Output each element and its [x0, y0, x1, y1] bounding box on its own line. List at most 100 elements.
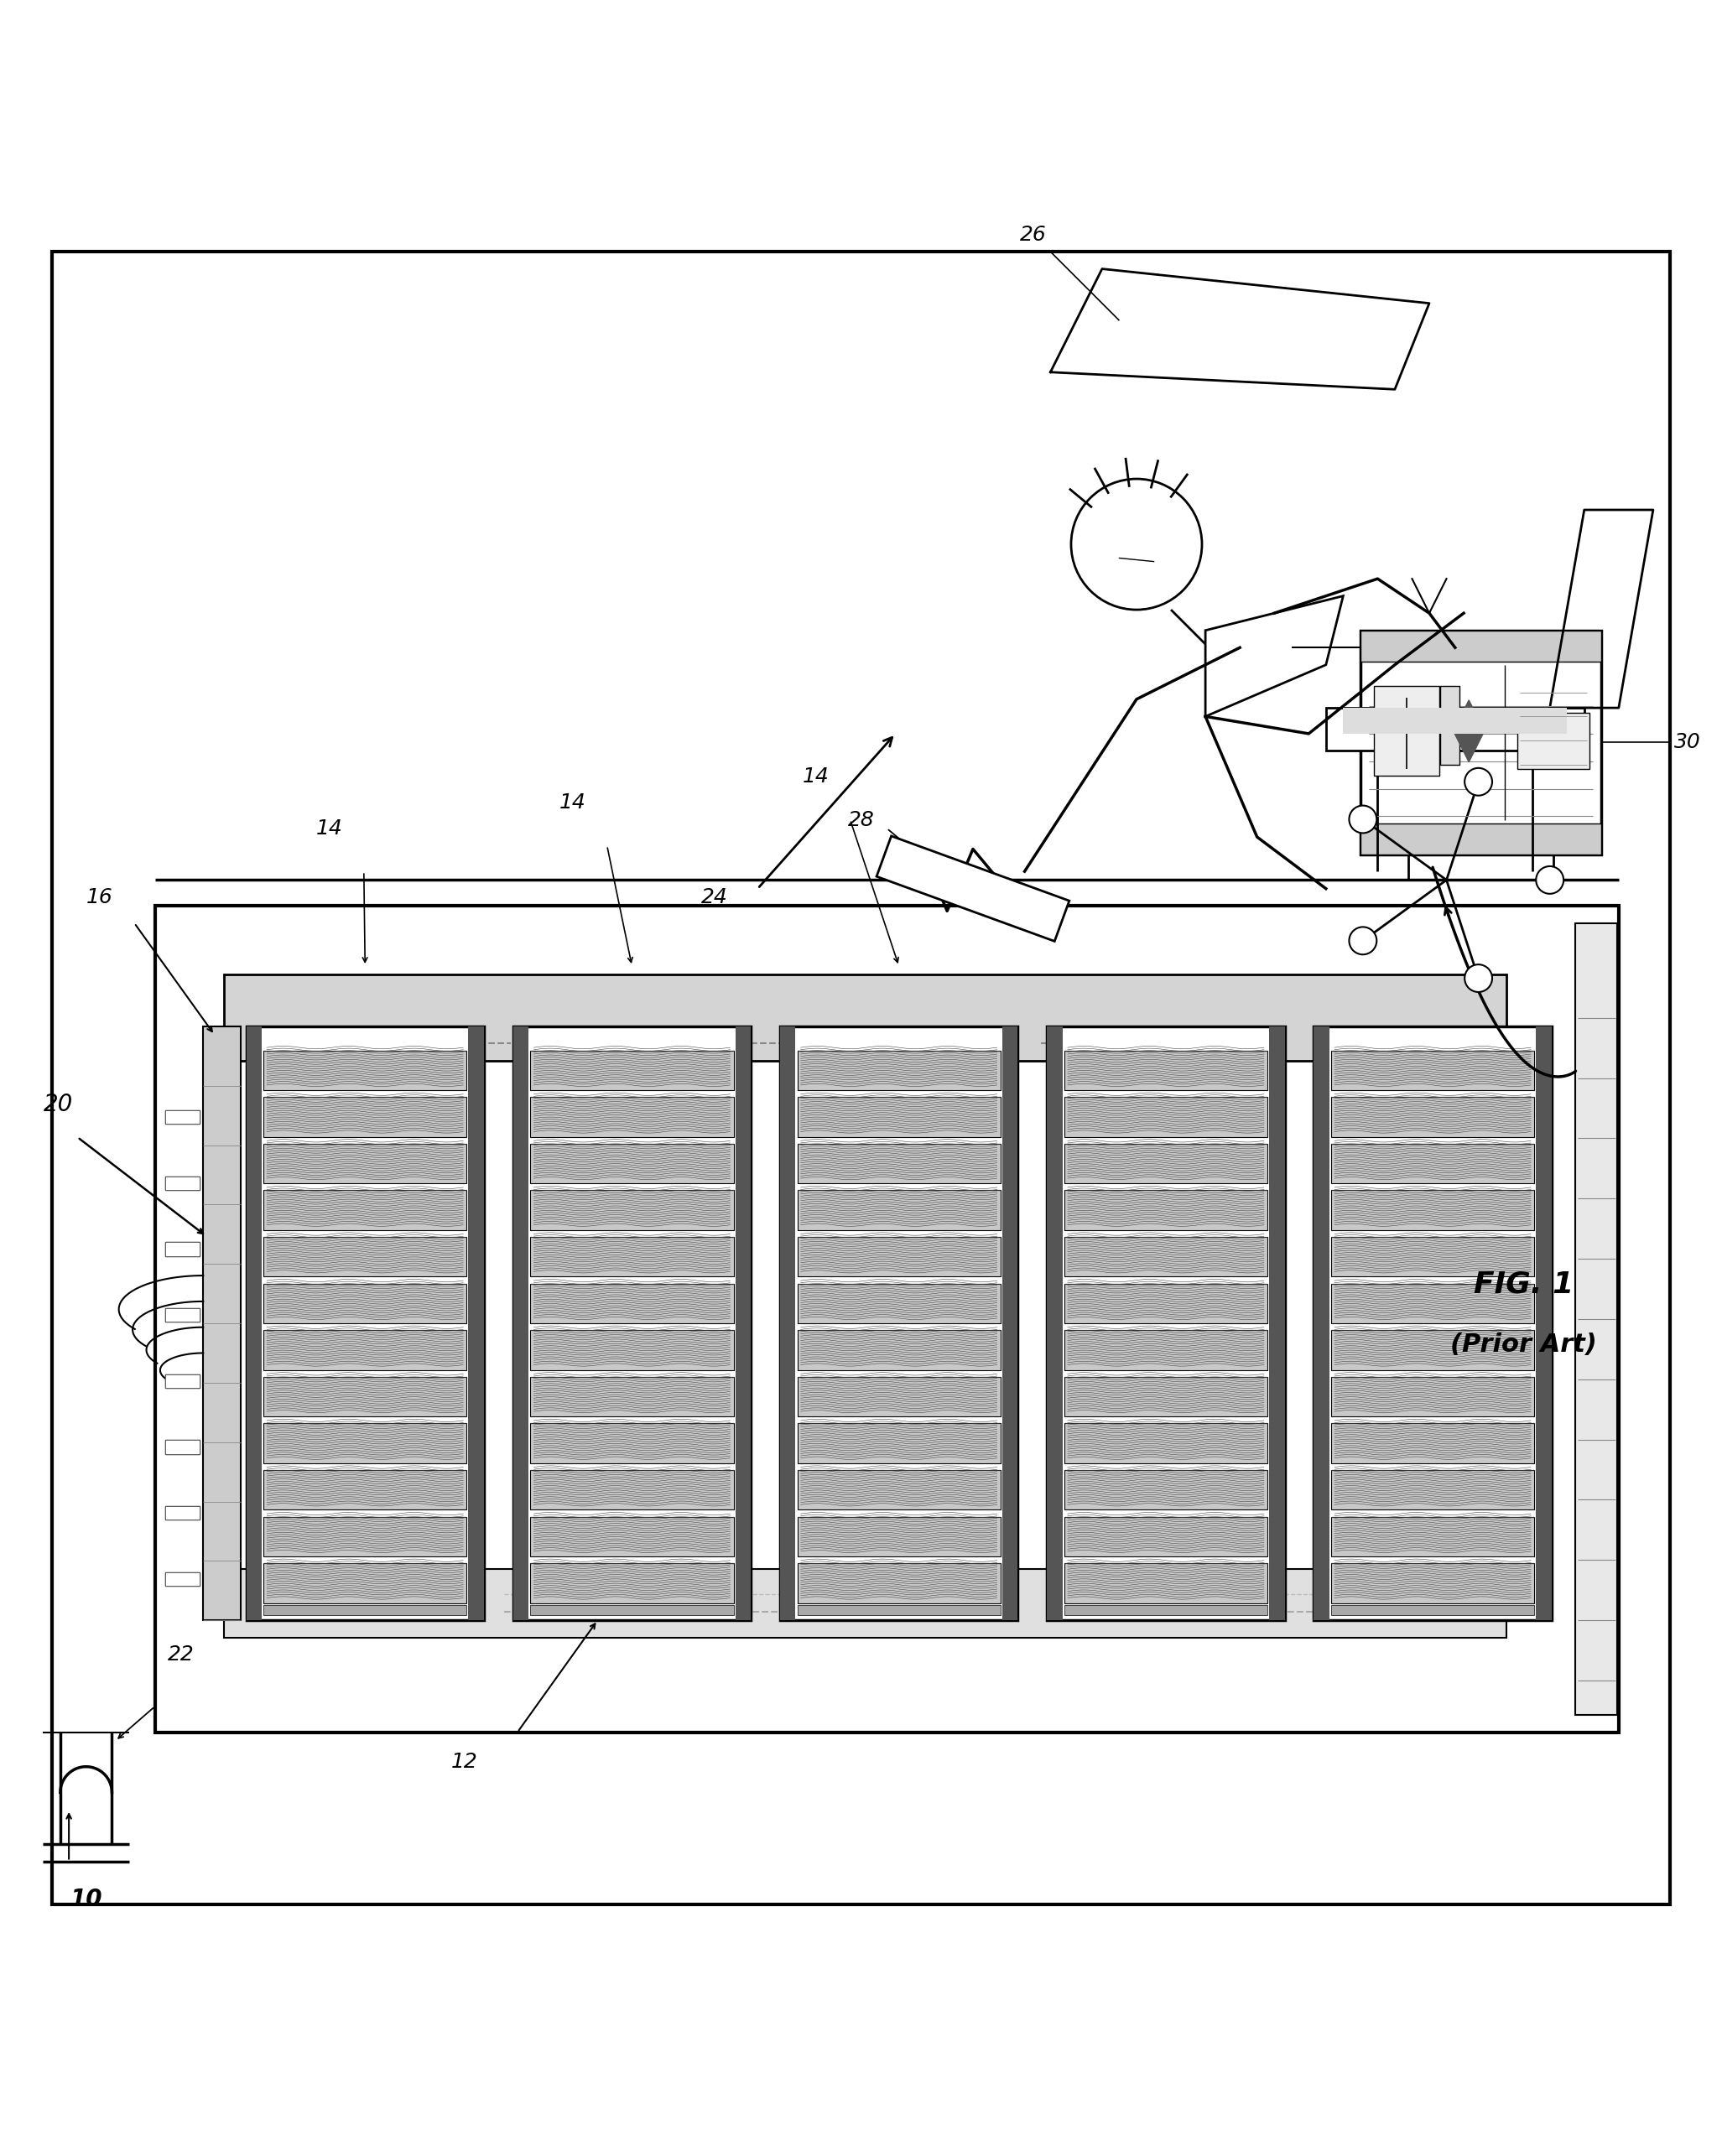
- Bar: [1331, 1097, 1534, 1136]
- Text: (Prior Art): (Prior Art): [1450, 1332, 1598, 1356]
- Bar: [1002, 1026, 1018, 1621]
- Bar: [530, 1563, 734, 1604]
- Bar: [263, 1190, 467, 1231]
- Bar: [1331, 1190, 1534, 1231]
- Bar: [263, 1050, 467, 1091]
- Bar: [797, 1050, 1000, 1091]
- Bar: [1331, 1378, 1534, 1416]
- Bar: [263, 1238, 467, 1276]
- Bar: [246, 1026, 484, 1621]
- Circle shape: [1465, 964, 1493, 992]
- Text: 14: 14: [802, 768, 828, 787]
- Bar: [1360, 824, 1601, 854]
- Bar: [1047, 1026, 1062, 1621]
- Bar: [530, 1470, 734, 1509]
- Bar: [165, 1572, 200, 1587]
- Bar: [165, 1507, 200, 1520]
- Bar: [165, 1309, 200, 1322]
- Bar: [203, 1026, 241, 1621]
- Text: 22: 22: [167, 1645, 195, 1664]
- Bar: [1064, 1423, 1267, 1464]
- Bar: [155, 906, 1619, 1731]
- Text: 30: 30: [1674, 733, 1701, 752]
- Bar: [797, 1097, 1000, 1136]
- Bar: [165, 1440, 200, 1453]
- Bar: [530, 1283, 734, 1324]
- Bar: [530, 1604, 734, 1615]
- Bar: [224, 975, 1507, 1061]
- Bar: [1331, 1563, 1534, 1604]
- Circle shape: [1465, 768, 1493, 796]
- Bar: [1064, 1378, 1267, 1416]
- Bar: [165, 1242, 200, 1257]
- Bar: [263, 1423, 467, 1464]
- Bar: [1331, 1330, 1534, 1369]
- Circle shape: [1348, 806, 1376, 832]
- Bar: [165, 1373, 200, 1388]
- Bar: [468, 1026, 484, 1621]
- Bar: [1326, 707, 1584, 750]
- Bar: [263, 1097, 467, 1136]
- Bar: [263, 1563, 467, 1604]
- Bar: [797, 1604, 1000, 1615]
- Bar: [513, 1026, 529, 1621]
- Bar: [1064, 1097, 1267, 1136]
- Polygon shape: [876, 837, 1069, 942]
- Bar: [1331, 1238, 1534, 1276]
- Bar: [1064, 1330, 1267, 1369]
- Bar: [530, 1097, 734, 1136]
- Bar: [530, 1143, 734, 1184]
- Bar: [1440, 686, 1459, 765]
- Bar: [797, 1516, 1000, 1557]
- Bar: [780, 1026, 1018, 1621]
- Bar: [1360, 630, 1601, 854]
- Text: 26: 26: [1019, 224, 1047, 244]
- Bar: [1343, 707, 1567, 733]
- Bar: [263, 1378, 467, 1416]
- Bar: [780, 1026, 796, 1621]
- Bar: [735, 1026, 751, 1621]
- Circle shape: [1071, 479, 1202, 610]
- Text: 28: 28: [847, 811, 875, 830]
- Bar: [263, 1470, 467, 1509]
- Bar: [1331, 1516, 1534, 1557]
- Bar: [165, 1507, 200, 1520]
- Circle shape: [1536, 867, 1564, 895]
- Bar: [1536, 1026, 1552, 1621]
- Text: 10: 10: [71, 1886, 102, 1910]
- Bar: [165, 1242, 200, 1257]
- Bar: [224, 1570, 1507, 1639]
- Bar: [797, 1143, 1000, 1184]
- Bar: [513, 1026, 751, 1621]
- Bar: [246, 1026, 262, 1621]
- Bar: [165, 1110, 200, 1123]
- Bar: [165, 1309, 200, 1322]
- Bar: [1360, 630, 1601, 662]
- Bar: [797, 1283, 1000, 1324]
- Polygon shape: [1550, 509, 1653, 707]
- Polygon shape: [1453, 701, 1484, 761]
- Bar: [1331, 1470, 1534, 1509]
- Bar: [530, 1190, 734, 1231]
- Bar: [263, 1604, 467, 1615]
- Bar: [1314, 1026, 1552, 1621]
- Bar: [263, 1516, 467, 1557]
- Bar: [797, 1378, 1000, 1416]
- Bar: [1331, 1283, 1534, 1324]
- Polygon shape: [1205, 595, 1343, 716]
- Bar: [1064, 1190, 1267, 1231]
- Bar: [530, 1378, 734, 1416]
- Polygon shape: [1050, 270, 1429, 390]
- Bar: [1064, 1050, 1267, 1091]
- Bar: [797, 1330, 1000, 1369]
- Text: 16: 16: [86, 886, 114, 908]
- Bar: [165, 1440, 200, 1453]
- Bar: [797, 1238, 1000, 1276]
- Bar: [530, 1238, 734, 1276]
- Bar: [1314, 1026, 1329, 1621]
- Bar: [1064, 1563, 1267, 1604]
- Bar: [530, 1423, 734, 1464]
- Bar: [1064, 1604, 1267, 1615]
- Text: FIG. 1: FIG. 1: [1474, 1270, 1574, 1298]
- Bar: [797, 1190, 1000, 1231]
